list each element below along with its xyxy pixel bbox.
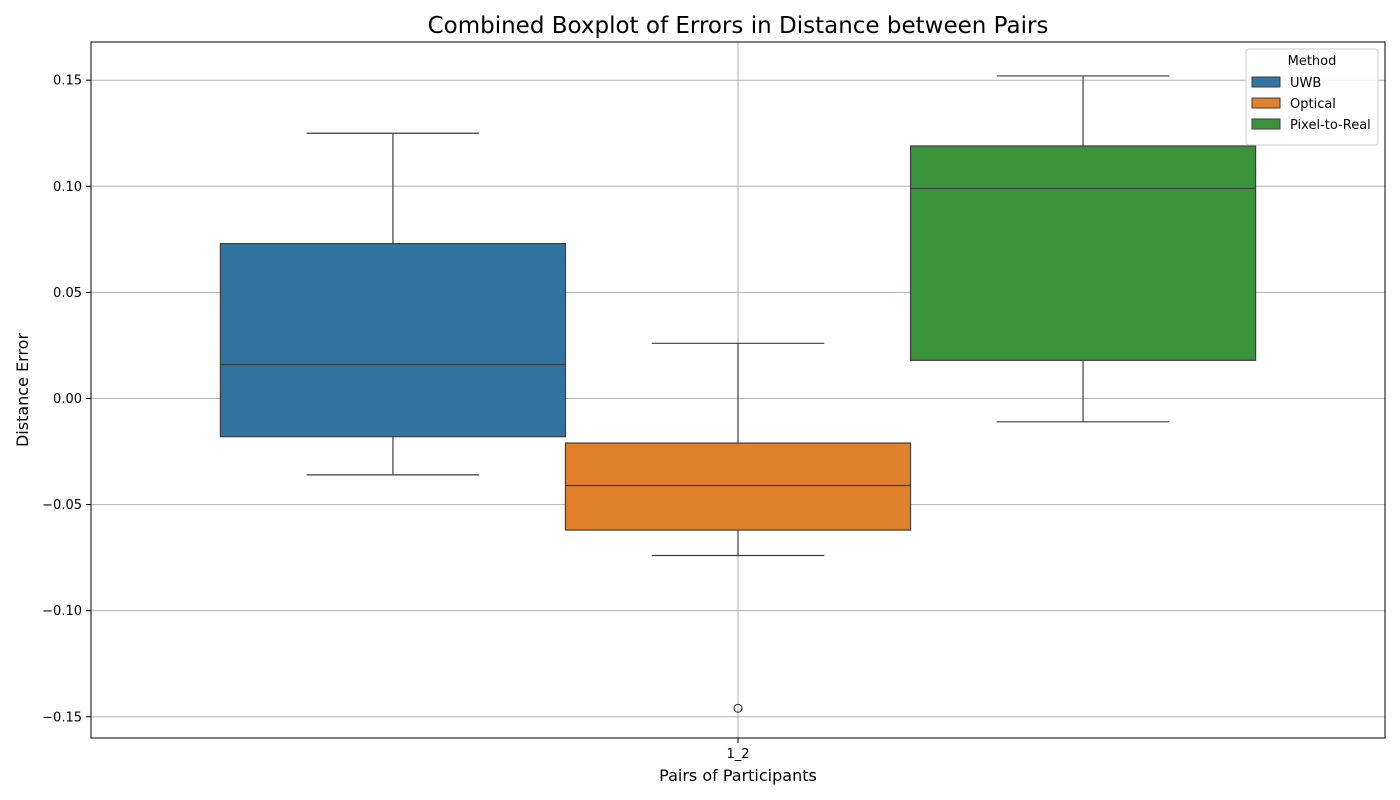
- box-layer: [219, 75, 1257, 713]
- y-tick-label: 0.15: [53, 74, 82, 89]
- legend-label: UWB: [1290, 76, 1321, 91]
- y-tick-label: 0.10: [53, 180, 82, 195]
- y-tick-label: −0.10: [42, 604, 82, 619]
- plot-frame: [90, 41, 1386, 739]
- legend-title: Method: [1288, 54, 1337, 69]
- legend: Method UWB Optical Pixel-to-Real: [1245, 48, 1379, 146]
- iqr-box: [564, 442, 912, 531]
- x-axis-label: Pairs of Participants: [659, 766, 817, 785]
- axis-layer: −0.15 −0.10 −0.05 0.00 0.05 0.10 0.15 1_2: [42, 41, 1386, 762]
- box-uwb: [219, 132, 567, 476]
- legend-swatch: [1251, 118, 1281, 130]
- box-optical: [564, 342, 912, 713]
- outlier-point: [733, 703, 743, 713]
- legend-swatch: [1251, 76, 1281, 88]
- y-tick-label: −0.05: [42, 498, 82, 513]
- x-tick-label: 1_2: [726, 747, 749, 762]
- legend-label: Pixel-to-Real: [1290, 118, 1371, 133]
- y-tick-label: −0.15: [42, 710, 82, 725]
- chart-title: Combined Boxplot of Errors in Distance b…: [428, 13, 1049, 39]
- y-tick-label: 0.05: [53, 286, 82, 301]
- iqr-box: [909, 145, 1257, 361]
- box-pixel-to-real: [909, 75, 1257, 423]
- legend-swatch: [1251, 97, 1281, 109]
- y-axis-label: Distance Error: [13, 333, 32, 447]
- y-tick-label: 0.00: [53, 392, 82, 407]
- iqr-box: [219, 242, 567, 438]
- legend-label: Optical: [1290, 97, 1336, 112]
